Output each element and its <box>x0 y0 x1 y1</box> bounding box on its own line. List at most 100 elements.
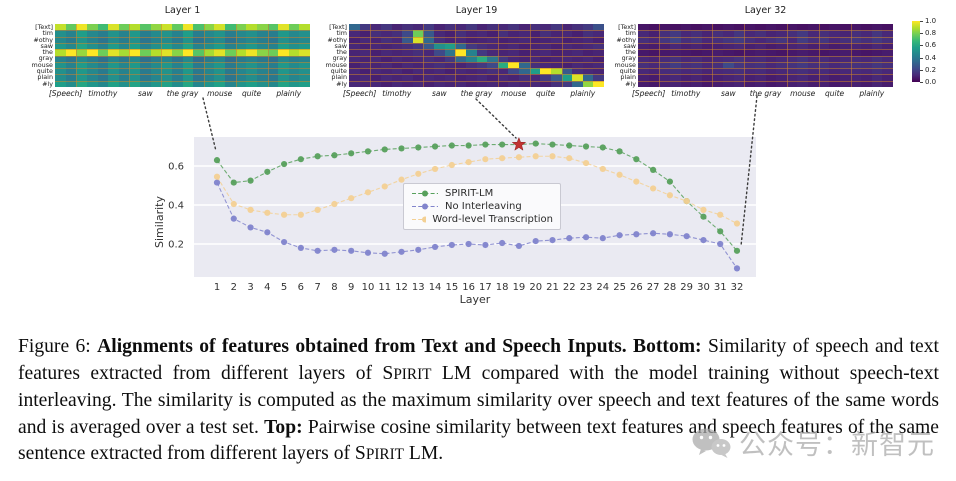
heatmap-cell <box>150 36 162 43</box>
heatmap-cell <box>423 68 434 75</box>
heatmap-cell <box>797 55 808 62</box>
heatmap-cell <box>349 80 360 87</box>
heatmap-cell <box>359 42 371 50</box>
heatmap-cell <box>150 30 162 37</box>
data-point-word-level-transcription <box>733 220 741 227</box>
heatmap-cell <box>529 68 541 75</box>
heatmap-cell <box>476 42 488 50</box>
heatmap-cell <box>691 30 702 37</box>
heatmap-cell <box>235 42 247 50</box>
heatmap-cell <box>140 49 151 56</box>
heatmap-cell <box>129 68 140 75</box>
colorbar: 1.0 0.8 0.6 0.4 0.2 0.0 <box>905 14 955 94</box>
heatmap-col-label: saw <box>137 89 153 98</box>
x-tick-label: 9 <box>348 282 354 293</box>
heatmap-cell <box>76 24 87 31</box>
heatmap-cell <box>370 55 381 62</box>
heatmap-row-label: #ly <box>336 79 347 88</box>
heatmap-cell <box>723 36 734 43</box>
data-point-word-level-transcription <box>431 165 439 173</box>
heatmap-cell <box>444 55 456 62</box>
heatmap-cell <box>370 24 381 31</box>
heatmap-cell <box>508 49 519 56</box>
heatmap-cell <box>659 24 670 31</box>
heatmap-cell <box>150 80 162 87</box>
heatmap-gridline <box>818 24 820 87</box>
heatmap-cell <box>476 55 488 62</box>
x-tick-label: 16 <box>462 282 475 293</box>
heatmap-row-label: the <box>625 48 637 57</box>
heatmap-cell <box>118 42 130 50</box>
heatmap-cell <box>455 74 466 81</box>
data-point-no-interleaving <box>616 232 623 239</box>
heatmap-cell <box>476 30 488 37</box>
heatmap-cell <box>402 80 413 87</box>
heatmap-cell <box>593 24 604 31</box>
heatmap-cell <box>140 24 151 31</box>
heatmap-gridline <box>659 24 661 87</box>
x-tick-label: 27 <box>647 282 660 293</box>
heatmap-cell <box>797 49 808 56</box>
heatmap-gridline <box>349 61 604 63</box>
heatmap-cell <box>288 42 300 50</box>
data-point-word-level-transcription <box>633 178 640 185</box>
heatmap-cell <box>182 30 194 37</box>
heatmap-cell <box>669 74 681 81</box>
heatmap-cell <box>508 30 519 37</box>
heatmap-cell <box>572 24 583 31</box>
heatmap-cell <box>465 55 477 62</box>
data-point-word-level-transcription <box>230 200 237 208</box>
heatmap-cell <box>444 42 456 50</box>
data-point-word-level-transcription <box>515 154 523 161</box>
data-point-no-interleaving <box>499 239 506 247</box>
heatmap-cell <box>434 68 445 75</box>
heatmap-cell <box>871 74 883 81</box>
heatmap-gridline <box>235 24 237 87</box>
heatmap-cell <box>129 55 140 62</box>
x-tick-label: 32 <box>731 282 744 293</box>
heatmap-cell <box>193 42 204 50</box>
heatmap-cell <box>861 30 872 37</box>
heatmap-gridline <box>55 68 310 70</box>
heatmap-cell <box>214 42 225 50</box>
heatmap-cell <box>754 42 766 50</box>
data-point-spirit-lm <box>213 157 221 164</box>
heatmap-gridline <box>850 24 852 87</box>
heatmap-cell <box>669 24 681 31</box>
heatmap-cell <box>733 68 745 75</box>
heatmap-cell <box>497 24 509 31</box>
data-point-no-interleaving <box>264 229 271 236</box>
heatmap-cell <box>786 49 798 56</box>
heatmap-col-label: the gray <box>749 89 782 98</box>
data-point-spirit-lm <box>415 144 422 151</box>
colorbar-tick <box>920 82 923 83</box>
heatmap-cell <box>839 30 851 37</box>
heatmap-cell <box>256 24 268 31</box>
caption-text-segment: Top: <box>264 416 308 438</box>
heatmap-cell <box>497 49 509 56</box>
heatmap-cell <box>861 24 872 31</box>
data-point-spirit-lm <box>247 177 254 184</box>
heatmap-cell <box>86 55 98 62</box>
heatmap-cell <box>225 80 236 87</box>
heatmap-cell <box>412 61 424 69</box>
heatmap-cell <box>299 61 310 69</box>
heatmap-gridline <box>349 36 604 38</box>
heatmap-cell <box>55 68 66 75</box>
heatmap-cell <box>540 42 551 50</box>
heatmap-cell <box>150 49 162 56</box>
heatmap-layer-19 <box>349 24 604 87</box>
heatmap-cell <box>582 42 594 50</box>
heatmap-cell <box>744 61 755 69</box>
heatmap-row-label: mouse <box>31 60 53 69</box>
heatmap-cell <box>359 68 371 75</box>
heatmap-cell <box>882 74 893 81</box>
heatmap-row-label: the <box>336 48 348 57</box>
star-marker <box>511 136 527 151</box>
heatmap-cell <box>659 68 670 75</box>
heatmap-cell <box>733 24 745 31</box>
heatmap-cell <box>455 55 466 62</box>
heatmap-gridline <box>638 55 893 57</box>
heatmap-cell <box>299 55 310 62</box>
heatmap-cell <box>572 49 583 56</box>
